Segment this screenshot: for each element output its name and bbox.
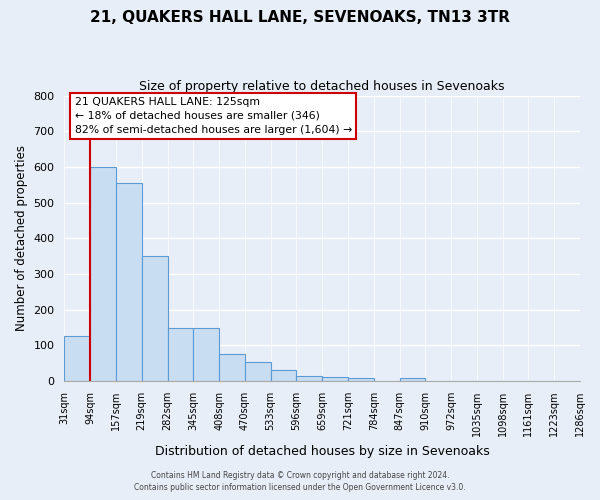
- Bar: [193, 328, 219, 381]
- Bar: [296, 376, 322, 381]
- Bar: [271, 370, 296, 381]
- Bar: [167, 328, 193, 381]
- Bar: [322, 376, 348, 381]
- Text: 21 QUAKERS HALL LANE: 125sqm
← 18% of detached houses are smaller (346)
82% of s: 21 QUAKERS HALL LANE: 125sqm ← 18% of de…: [75, 97, 352, 135]
- Title: Size of property relative to detached houses in Sevenoaks: Size of property relative to detached ho…: [139, 80, 505, 93]
- Text: Contains HM Land Registry data © Crown copyright and database right 2024.
Contai: Contains HM Land Registry data © Crown c…: [134, 471, 466, 492]
- Y-axis label: Number of detached properties: Number of detached properties: [15, 145, 28, 331]
- Bar: [142, 256, 167, 381]
- Bar: [245, 362, 271, 381]
- Bar: [219, 354, 245, 381]
- Bar: [64, 336, 90, 381]
- Text: 21, QUAKERS HALL LANE, SEVENOAKS, TN13 3TR: 21, QUAKERS HALL LANE, SEVENOAKS, TN13 3…: [90, 10, 510, 25]
- Bar: [90, 167, 116, 381]
- Bar: [348, 378, 374, 381]
- Bar: [116, 183, 142, 381]
- Bar: [400, 378, 425, 381]
- X-axis label: Distribution of detached houses by size in Sevenoaks: Distribution of detached houses by size …: [155, 444, 490, 458]
